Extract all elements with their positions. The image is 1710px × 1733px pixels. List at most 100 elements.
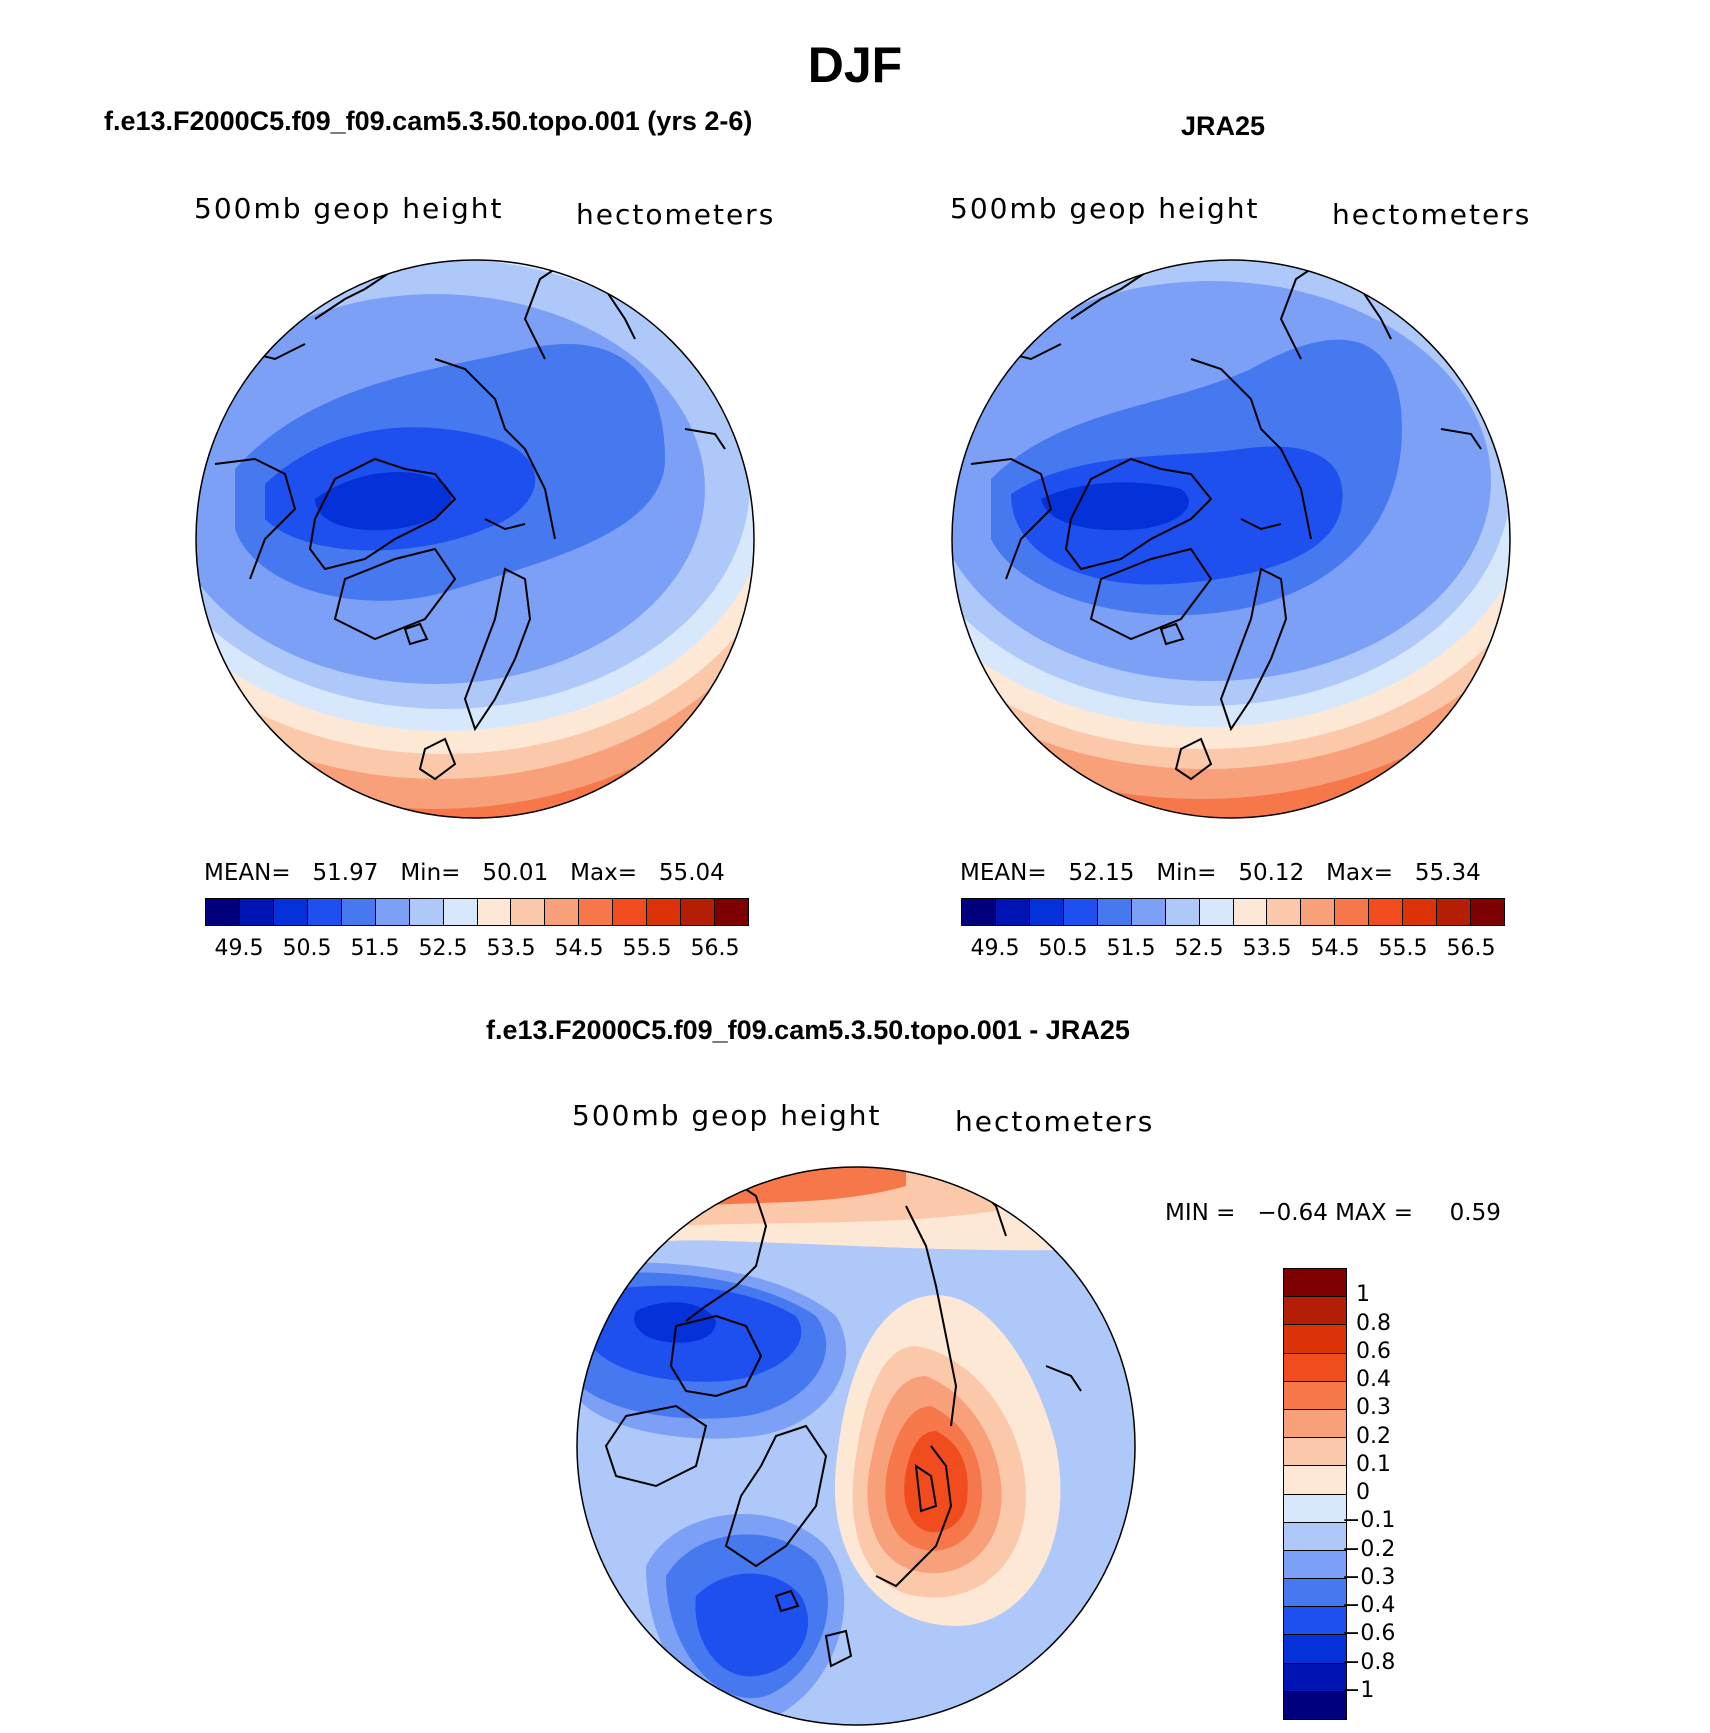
panel-1-units-label: hectometers [576, 198, 776, 231]
max-label: MAX = [1335, 1200, 1414, 1226]
panel-1-variable-label: 500mb geop height [194, 192, 504, 225]
figure-title: DJF [807, 37, 903, 93]
colorbar-tick-label: 53.5 [1242, 936, 1292, 961]
colorbar-swatch [995, 899, 1030, 925]
colorbar-swatch [1369, 899, 1404, 925]
panel-1-colorbar-ticks: 49.5 50.5 51.5 52.5 53.5 54.5 55.5 56.5 [205, 936, 749, 966]
panel-1-title: f.e13.F2000C5.f09_f09.cam5.3.50.topo.001… [104, 106, 753, 136]
min-value: 50.01 [482, 860, 549, 886]
max-value: 55.04 [658, 860, 725, 886]
colorbar-tick-label: 0.6 [1356, 1338, 1391, 1364]
colorbar-tick-label: 1 [1356, 1282, 1370, 1308]
colorbar-tick-label: 0.8 [1356, 1310, 1391, 1336]
min-value: −0.64 [1257, 1200, 1328, 1226]
max-label: Max= [1326, 860, 1393, 886]
colorbar-tick-label: 0.3 [1356, 1395, 1391, 1421]
colorbar-swatch [1284, 1438, 1346, 1467]
colorbar-swatch [1335, 899, 1370, 925]
colorbar-swatch [1284, 1691, 1346, 1719]
mean-label: MEAN= [960, 860, 1047, 886]
p2-band-50 [1041, 482, 1189, 531]
colorbar-swatch [1284, 1607, 1346, 1636]
colorbar-swatch [1284, 1381, 1346, 1410]
panel-2-map [951, 259, 1511, 819]
colorbar-swatch [375, 899, 410, 925]
colorbar-tick-label: 53.5 [486, 936, 536, 961]
panel-2-stats: MEAN= 52.15 Min= 50.12 Max= 55.34 [960, 860, 1481, 886]
colorbar-swatch [341, 899, 376, 925]
colorbar-tick-label: −0.3 [1342, 1564, 1396, 1590]
colorbar-swatch [1284, 1353, 1346, 1382]
max-value: 0.59 [1449, 1200, 1501, 1226]
colorbar-tick-label: −0.1 [1342, 1508, 1396, 1534]
panel-2-variable-label: 500mb geop height [950, 192, 1260, 225]
p1-band-50 [315, 472, 452, 531]
colorbar-swatch [1471, 899, 1504, 925]
colorbar-swatch [1284, 1466, 1346, 1495]
colorbar-tick-label: −0.2 [1342, 1536, 1396, 1562]
colorbar-swatch [647, 899, 682, 925]
panel-2-colorbar [961, 898, 1505, 926]
colorbar-swatch [681, 899, 716, 925]
min-label: Min= [400, 860, 461, 886]
colorbar-swatch [1284, 1409, 1346, 1439]
panel-1-colorbar [205, 898, 749, 926]
colorbar-swatch [409, 899, 444, 925]
colorbar-swatch [1403, 899, 1438, 925]
panel-3-title: f.e13.F2000C5.f09_f09.cam5.3.50.topo.001… [486, 1015, 1130, 1045]
colorbar-swatch [1284, 1325, 1346, 1354]
colorbar-swatch [545, 899, 580, 925]
colorbar-tick-label: 51.5 [1106, 936, 1156, 961]
colorbar-swatch [1284, 1494, 1346, 1523]
colorbar-swatch [1437, 899, 1472, 925]
colorbar-swatch [1284, 1269, 1346, 1298]
colorbar-swatch [1267, 899, 1302, 925]
colorbar-swatch [1284, 1522, 1346, 1551]
colorbar-swatch [1301, 899, 1336, 925]
colorbar-swatch [1097, 899, 1132, 925]
colorbar-tick-label: 54.5 [554, 936, 604, 961]
min-label: Min= [1156, 860, 1217, 886]
colorbar-tick-label: −0.8 [1342, 1649, 1396, 1675]
colorbar-tick-label: 51.5 [350, 936, 400, 961]
colorbar-tick-label: 49.5 [970, 936, 1020, 961]
panel-3-colorbar [1283, 1268, 1347, 1720]
mean-value: 51.97 [312, 860, 379, 886]
colorbar-swatch [239, 899, 274, 925]
max-label: Max= [570, 860, 637, 886]
colorbar-tick-label: −1 [1342, 1677, 1375, 1703]
colorbar-tick-label: 52.5 [1174, 936, 1224, 961]
mean-value: 52.15 [1068, 860, 1135, 886]
colorbar-tick-label: 56.5 [1446, 936, 1496, 961]
colorbar-swatch [1029, 899, 1064, 925]
colorbar-swatch [511, 899, 546, 925]
colorbar-swatch [443, 899, 478, 925]
colorbar-tick-label: −0.4 [1342, 1593, 1396, 1618]
mean-label: MEAN= [204, 860, 291, 886]
panel-2-title: JRA25 [1181, 111, 1266, 141]
p3-neg-0-8-a [634, 1302, 716, 1343]
colorbar-swatch [962, 899, 996, 925]
panel-2-units-label: hectometers [1332, 198, 1532, 231]
colorbar-swatch [579, 899, 614, 925]
panel-3-colorbar-ticks: 1 0.8 0.6 0.4 0.3 0.2 0.1 0 −0.1 −0.2 −0.3 −0.4 −0.6… [1342, 1268, 1456, 1720]
panel-3-variable-label: 500mb geop height [572, 1099, 882, 1132]
p3-neg-0-6-b [695, 1573, 809, 1677]
panel-2-colorbar-ticks: 49.5 50.5 51.5 52.5 53.5 54.5 55.5 56.5 [961, 936, 1505, 966]
colorbar-tick-label: 50.5 [282, 936, 332, 961]
max-value: 55.34 [1414, 860, 1481, 886]
colorbar-swatch [1284, 1297, 1346, 1326]
colorbar-tick-label: 0.4 [1356, 1367, 1391, 1392]
colorbar-swatch [1131, 899, 1166, 925]
colorbar-swatch [1284, 1550, 1346, 1580]
colorbar-swatch [206, 899, 240, 925]
colorbar-swatch [307, 899, 342, 925]
colorbar-tick-label: 56.5 [690, 936, 740, 961]
colorbar-tick-label: 49.5 [214, 936, 264, 961]
colorbar-swatch [1233, 899, 1268, 925]
colorbar-swatch [715, 899, 748, 925]
colorbar-tick-label: 52.5 [418, 936, 468, 961]
colorbar-swatch [1284, 1635, 1346, 1664]
colorbar-tick-label: 0 [1356, 1480, 1370, 1505]
panel-3-stats: MIN = −0.64 MAX = 0.59 [1165, 1200, 1501, 1226]
